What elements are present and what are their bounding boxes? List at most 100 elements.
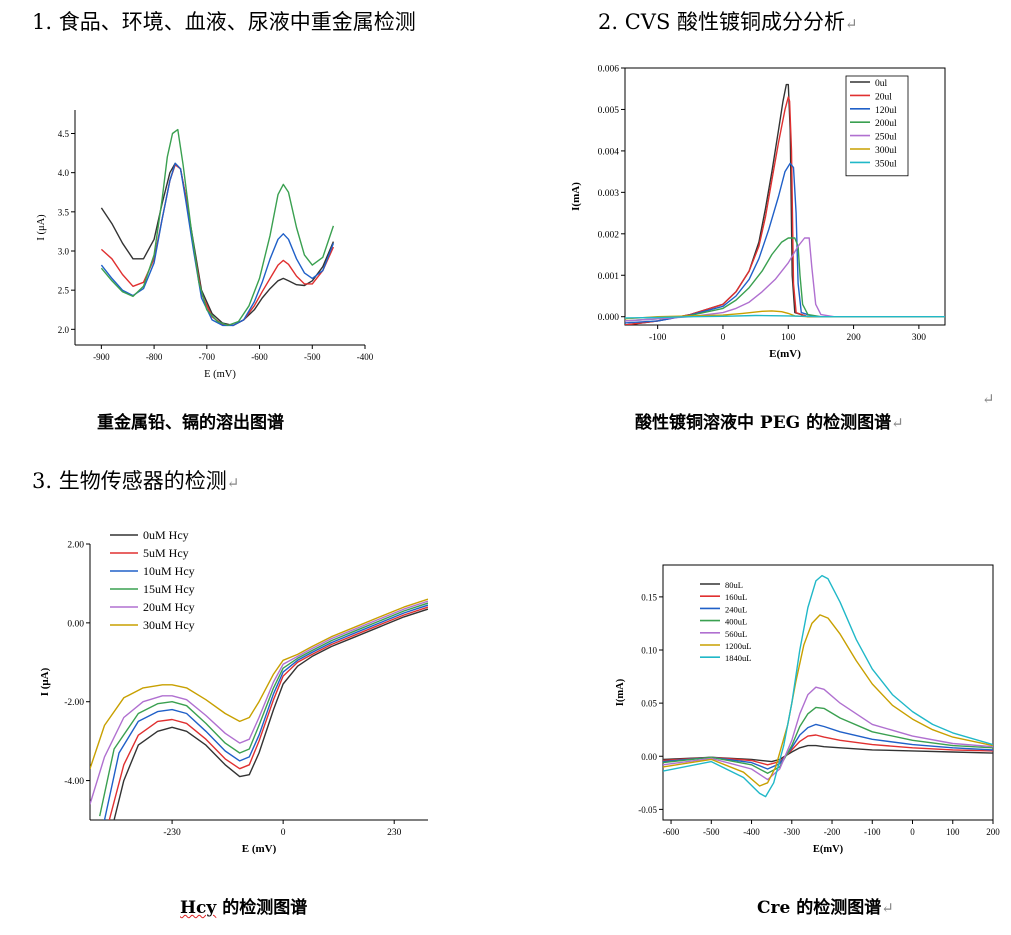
y-tick-label: 0.10 [641,646,657,656]
x-tick-label: -500 [304,352,321,362]
legend-box [845,75,909,177]
return-mark: ↵ [881,899,894,917]
x-tick-label: -100 [649,333,667,343]
x-axis-label: E(mV) [813,844,844,855]
y-tick-label: 3.5 [58,207,70,217]
legend-label: 120ul [875,106,897,116]
y-tick-label: 0.002 [598,230,620,240]
y-tick-label: 2.5 [58,286,70,296]
legend-label: 240uL [725,604,747,614]
series-line-2 [108,606,428,820]
legend-label: 350ul [875,159,897,169]
series-line-3 [625,162,945,324]
legend-label: 15uM Hcy [143,582,195,596]
y-tick-label: 0.00 [67,619,84,629]
y-tick-label: 4.0 [58,168,70,178]
x-tick-label: 0 [721,333,726,343]
plot-frame [624,67,946,326]
y-tick-label: 0.00 [641,752,657,762]
x-tick-label: 0 [910,827,915,837]
y-tick-label: 0.005 [598,106,620,116]
x-tick-label: -800 [146,352,163,362]
caption-cvs-peg: 酸性镀铜溶液中 PEG 的检测图谱↵ [635,413,904,433]
legend-label: 0uM Hcy [143,530,189,542]
y-axis-label: I (μA) [39,667,51,696]
legend-label: 1200uL [725,641,751,651]
series-line-3 [100,162,335,327]
x-tick-label: -900 [93,352,110,362]
series-line-1 [100,162,335,327]
legend-label: 30uM Hcy [143,618,195,632]
series-line-6 [90,598,428,769]
plot-frame [662,564,994,821]
legend-label: 400uL [725,617,747,627]
series-line-5 [663,686,993,781]
x-axis-label: E (mV) [204,369,236,380]
legend-label: 10uM Hcy [143,564,195,578]
legend-label: 200ul [875,119,897,129]
x-tick-label: -600 [251,352,268,362]
caption-heavy-metal: 重金属铅、镉的溶出图谱 [97,413,284,433]
legend-label: 160uL [725,592,747,602]
legend-label: 300ul [875,146,897,156]
legend-label: 250ul [875,133,897,143]
return-mark: ↵ [982,390,995,408]
x-tick-label: -600 [663,827,680,837]
series-line-3 [103,604,428,820]
y-tick-label: 0.05 [641,699,657,709]
x-tick-label: -500 [703,827,720,837]
legend-label: 80uL [725,580,743,590]
series-line-6 [663,614,993,787]
legend-label: 560uL [725,629,747,639]
legend-label: 5uM Hcy [143,546,189,560]
legend-label: 20ul [875,92,892,102]
legend-label: 1840uL [725,653,751,663]
y-tick-label: 0.006 [598,65,620,75]
y-tick-label: 4.5 [58,129,70,139]
heading-heavy-metal: 1. 食品、环境、血液、尿液中重金属检测 [32,10,416,34]
x-tick-label: 200 [986,827,1000,837]
y-tick-label: 0.001 [598,272,620,282]
y-tick-label: 3.0 [58,247,70,257]
x-tick-label: -200 [824,827,841,837]
y-tick-label: -2.00 [64,698,84,708]
y-axis-label: I(mA) [570,182,582,211]
legend-label: 20uM Hcy [143,600,195,614]
x-axis-label: E (mV) [242,843,277,855]
heading-cvs: 2. CVS 酸性镀铜成分分析↵ [598,10,858,34]
legend-label: 0ul [875,79,888,89]
y-tick-label: -0.05 [638,805,657,815]
y-tick-label: 0.000 [598,313,620,323]
y-tick-label: 2.00 [67,541,84,551]
return-mark: ↵ [226,474,240,492]
x-tick-label: 0 [281,828,286,838]
x-tick-label: -400 [743,827,760,837]
y-tick-label: 0.15 [641,592,657,602]
x-tick-label: 230 [387,828,402,838]
x-axis-label: E(mV) [769,348,801,360]
x-tick-label: -300 [784,827,801,837]
series-line-7 [663,574,993,798]
chart-heavy-metal: -900 -800 -700 -600 -500 -400 2.0 2.5 3.0 3.5 4.0 4… [36,110,374,380]
y-axis-label: I(mA) [615,678,626,706]
series-line-4 [99,602,428,817]
series-line-5 [625,237,945,322]
x-tick-label: 200 [846,333,861,343]
series-line-4 [100,128,335,327]
series-line-3 [663,723,993,770]
y-tick-label: 0.003 [598,189,620,199]
series-line-1 [113,608,428,820]
series-line-2 [100,164,335,327]
series-line-4 [625,237,945,322]
x-tick-label: -230 [163,828,181,838]
heading-biosensor: 3. 生物传感器的检测↵ [32,469,240,493]
series-line-1 [663,744,993,763]
caption-hcy: Hcy 的检测图谱 [180,898,308,918]
series-line-4 [663,706,993,774]
chart-cvs-peg: -100 0 100 200 300 0.000 0.001 0.002 0.003 0.004 0… [570,65,946,360]
chart-cre: -600 -500 -400 -300 -200 -100 0 100 200 -0.05 0.00… [615,564,1000,855]
series-line-2 [663,734,993,766]
x-tick-label: 100 [781,333,796,343]
chart-hcy: -230 0 230 -4.00 -2.00 0.00 2.00 E (mV) I (μA) 0u… [39,530,428,855]
return-mark: ↵ [891,414,904,432]
